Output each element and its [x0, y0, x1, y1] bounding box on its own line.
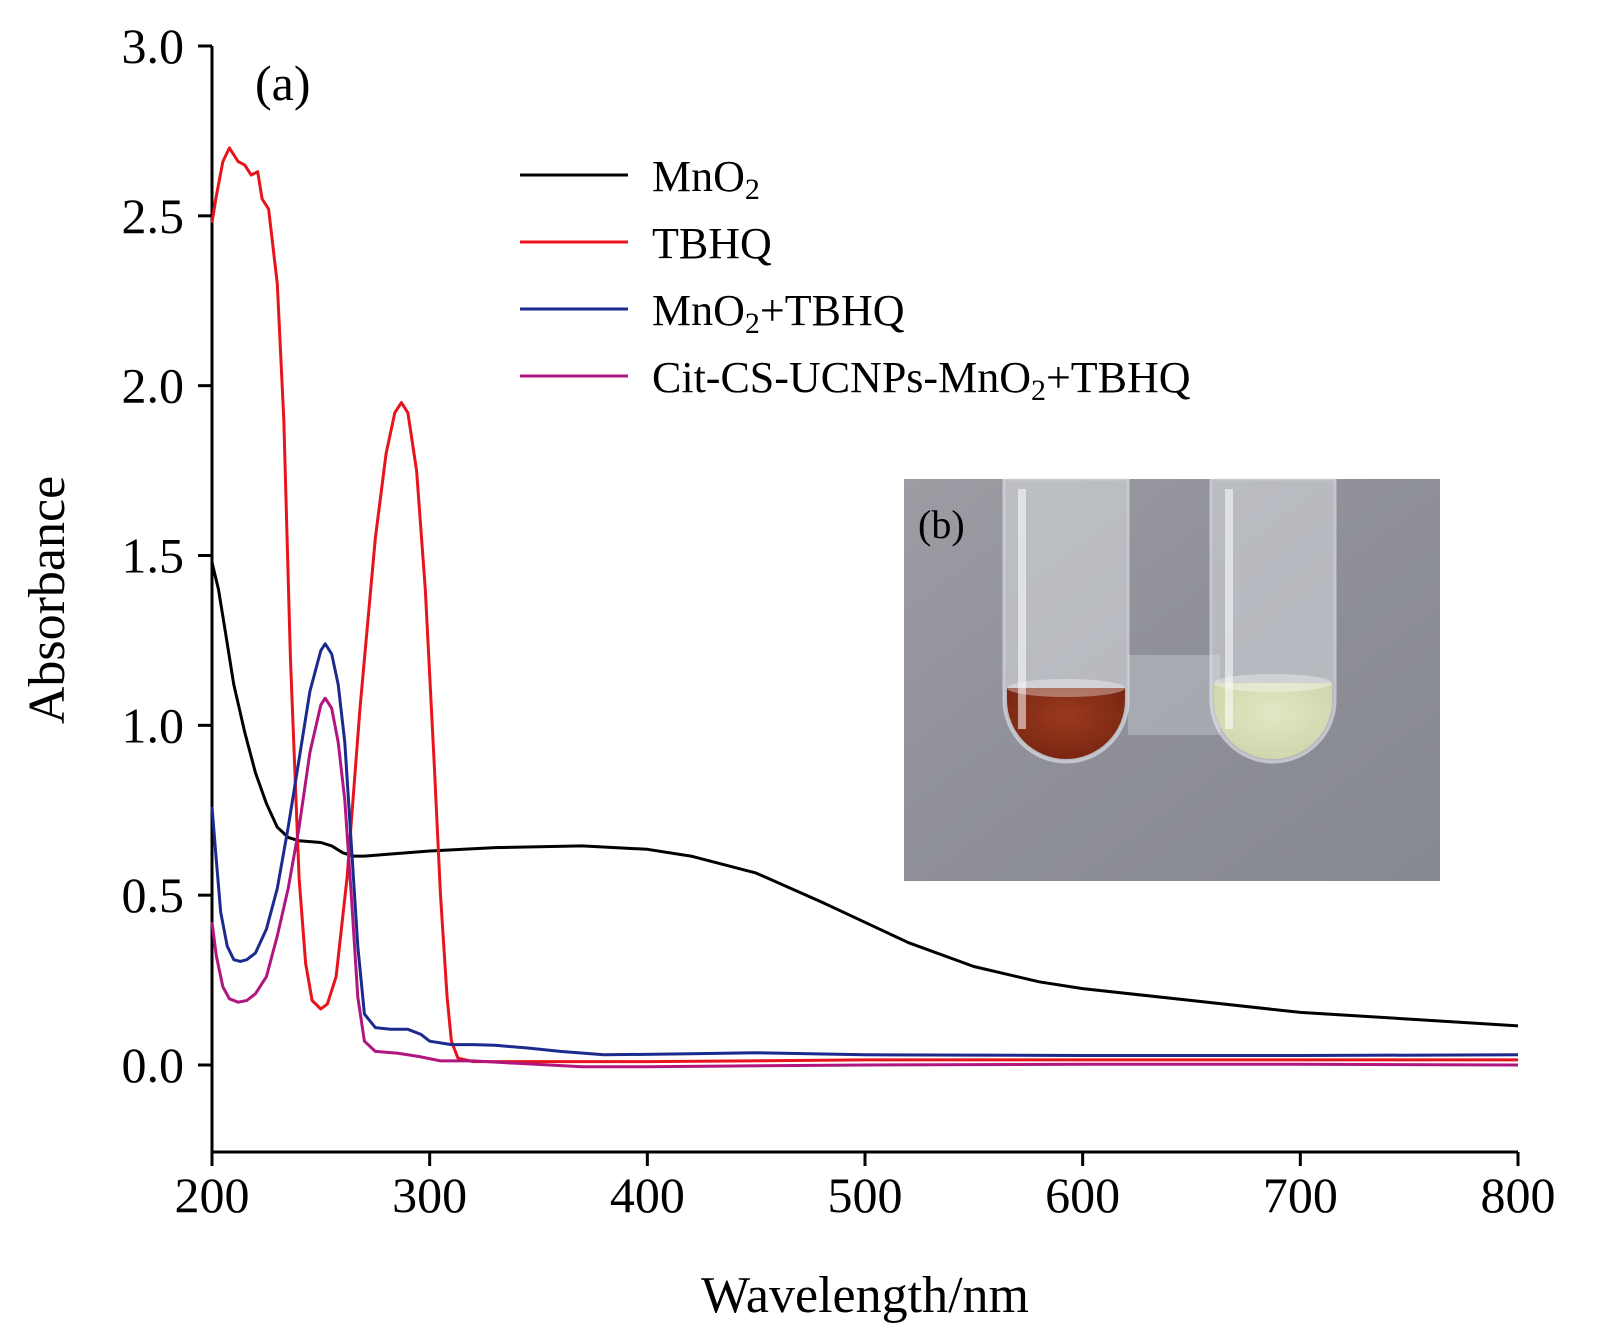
- panel-label-b: (b): [918, 502, 965, 547]
- legend-label: TBHQ: [652, 219, 772, 268]
- x-tick-label: 800: [1481, 1167, 1556, 1223]
- legend-entry: MnO2+TBHQ: [520, 286, 905, 340]
- x-tick-label: 500: [828, 1167, 903, 1223]
- x-tick-label: 200: [175, 1167, 250, 1223]
- x-tick-label: 600: [1045, 1167, 1120, 1223]
- legend-label: Cit-CS-UCNPs-MnO2+TBHQ: [652, 353, 1191, 407]
- legend-entry: MnO2: [520, 152, 760, 206]
- y-tick-label: 0.5: [122, 867, 185, 923]
- legend-entry: Cit-CS-UCNPs-MnO2+TBHQ: [520, 353, 1191, 407]
- y-tick-label: 0.0: [122, 1037, 185, 1093]
- y-axis-title: Absorbance: [19, 476, 76, 724]
- test-tube-left: [1002, 477, 1130, 764]
- tube-liquid: [1214, 683, 1332, 759]
- legend-label: MnO2: [652, 152, 760, 206]
- y-tick-label: 1.5: [122, 528, 185, 584]
- liquid-meniscus: [1007, 679, 1125, 697]
- x-tick-label: 400: [610, 1167, 685, 1223]
- y-tick-label: 1.0: [122, 697, 185, 753]
- test-tube-right: [1209, 477, 1337, 764]
- y-tick-label: 3.0: [122, 18, 185, 74]
- series-line-mno2: [210, 561, 1519, 1028]
- y-tick-label: 2.5: [122, 188, 185, 244]
- y-tick-label: 2.0: [122, 358, 185, 414]
- x-tick-label: 300: [392, 1167, 467, 1223]
- liquid-meniscus: [1214, 674, 1332, 692]
- x-tick-label: 700: [1263, 1167, 1338, 1223]
- glass-highlight: [1018, 489, 1026, 729]
- series-line-mno2-tbhq: [210, 642, 1519, 1057]
- series-line-cit-cs-ucnps-mno2-tbhq: [210, 696, 1519, 1069]
- legend-entry: TBHQ: [520, 219, 772, 268]
- x-axis-title: Wavelength/nm: [701, 1267, 1029, 1324]
- glass-reflection: [1128, 655, 1220, 735]
- glass-highlight: [1225, 489, 1233, 729]
- axes: 0.0 0.5 1.0 1.5 2.0 2.5 3.0 200 300 400 500 600 700 8…: [122, 18, 1556, 1223]
- inset-photo: (b): [904, 477, 1440, 881]
- series-layer: [210, 146, 1519, 1069]
- tube-liquid: [1007, 688, 1125, 759]
- legend: MnO2 TBHQ MnO2+TBHQ Cit-CS-UCNPs-MnO2+TBHQ: [520, 152, 1191, 407]
- legend-label: MnO2+TBHQ: [652, 286, 905, 340]
- panel-label-a: (a): [255, 55, 311, 111]
